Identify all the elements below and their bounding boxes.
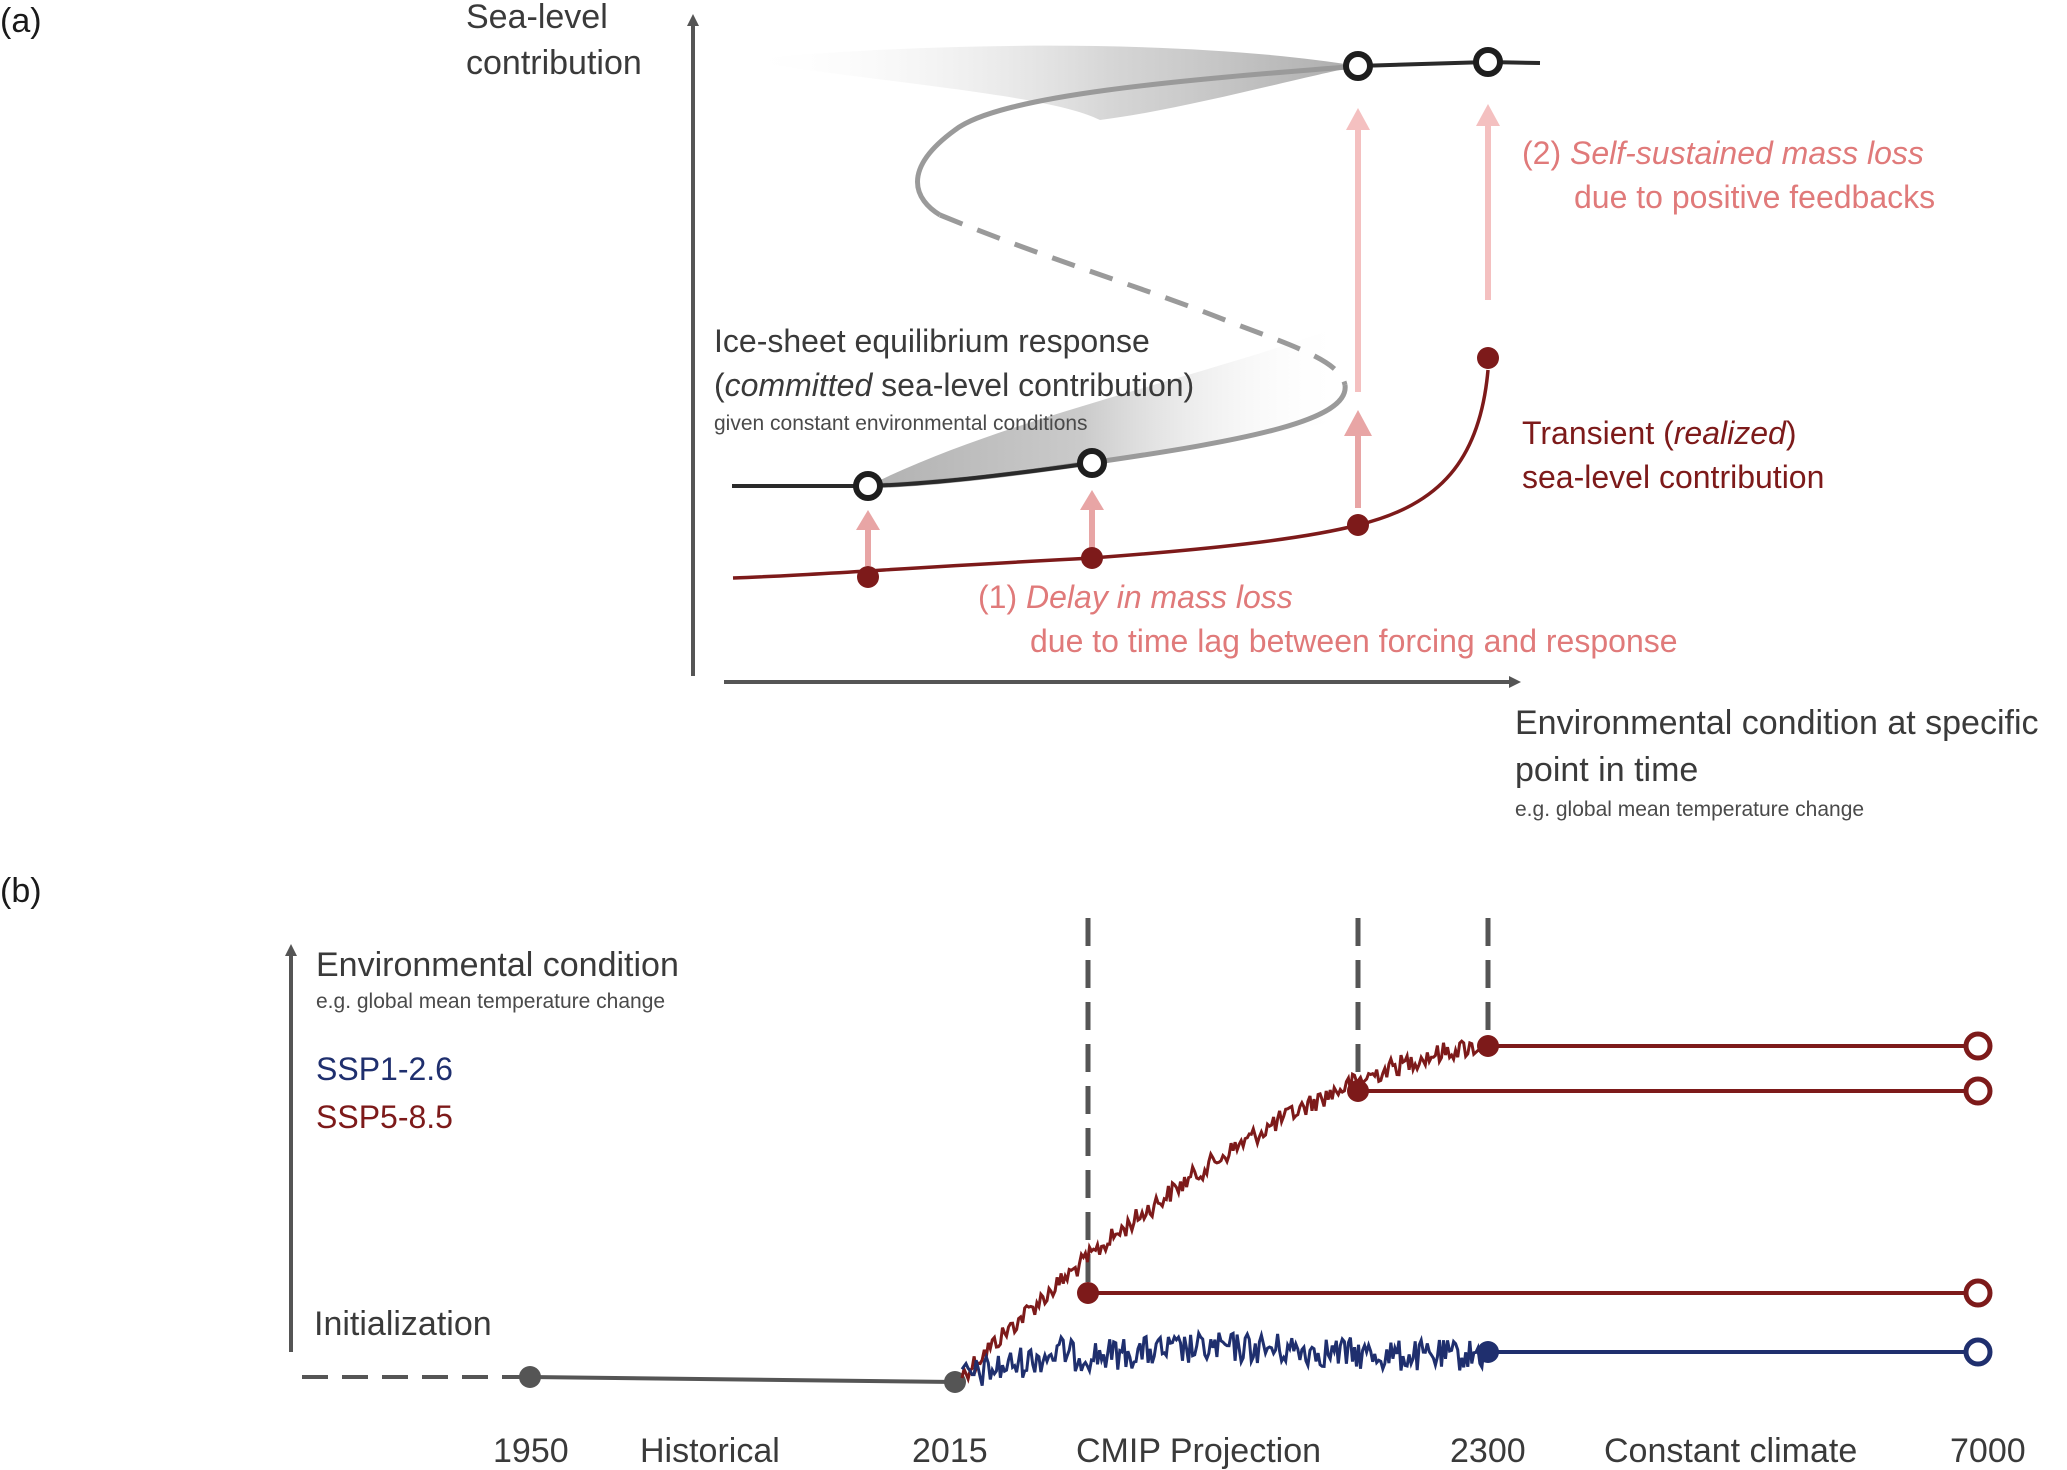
end-point-ssp126 <box>1963 1337 1993 1367</box>
equilibrium-lower-dark <box>867 461 1093 488</box>
x-label-1950: 1950 <box>493 1432 569 1470</box>
equilibrium-point-2 <box>1077 448 1107 478</box>
x-label-2300: 2300 <box>1450 1432 1526 1470</box>
transient-point-3 <box>1347 514 1369 536</box>
equilibrium-unstable-branch <box>939 212 1348 386</box>
panel-a-x-axis-label-line2: point in time <box>1515 751 1698 789</box>
legend-ssp126: SSP1-2.6 <box>316 1051 453 1087</box>
x-label-historical: Historical <box>640 1432 780 1470</box>
feedback-arrows <box>1346 104 1500 392</box>
end-point-ssp585-2300 <box>1963 1031 1993 1061</box>
start-point-ssp585-2300 <box>1477 1035 1499 1057</box>
transient-point-1 <box>857 566 879 588</box>
x-label-constant-climate: Constant climate <box>1604 1432 1857 1470</box>
panel-b-label: (b) <box>0 872 42 910</box>
equilibrium-point-1 <box>853 471 883 501</box>
transient-point-2 <box>1081 547 1103 569</box>
start-point-ssp585-mid <box>1347 1080 1369 1102</box>
equilibrium-label-sub: given constant environmental conditions <box>714 412 1088 435</box>
x-label-cmip-projection: CMIP Projection <box>1076 1432 1321 1470</box>
annotation-2-line2: due to positive feedbacks <box>1574 179 1935 215</box>
historical-line <box>529 1375 956 1384</box>
transient-label-line1: Transient (realized) <box>1522 415 1796 451</box>
lower-shaded-wedge <box>868 330 1345 486</box>
point-2015 <box>944 1371 966 1393</box>
initialization-label: Initialization <box>314 1305 492 1343</box>
equilibrium-label-line2: (committed sea-level contribution) <box>714 367 1194 403</box>
panel-a-label: (a) <box>0 2 42 40</box>
upper-shaded-wedge <box>740 45 1358 120</box>
legend-ssp585: SSP5-8.5 <box>316 1099 453 1135</box>
end-point-ssp585-mid <box>1963 1076 1993 1106</box>
x-label-7000: 7000 <box>1950 1432 2026 1470</box>
panel-a-y-axis-label-line2: contribution <box>466 44 642 82</box>
annotation-2-line1: (2) Self-sustained mass loss <box>1522 135 1924 171</box>
ssp126-projection-line <box>960 1328 1490 1386</box>
panel-b-y-axis-label: Environmental condition <box>316 946 679 984</box>
equilibrium-upper-branch <box>915 63 1361 218</box>
ssp585-projection-line <box>960 1039 1489 1384</box>
panel-a-x-axis-sublabel: e.g. global mean temperature change <box>1515 798 1864 821</box>
start-point-ssp126-2300 <box>1477 1341 1499 1363</box>
x-label-2015: 2015 <box>912 1432 988 1470</box>
equilibrium-upper-dark <box>1357 59 1541 68</box>
panel-b-y-axis-sublabel: e.g. global mean temperature change <box>316 990 665 1013</box>
panel-a-x-axis-label-line1: Environmental condition at specific <box>1515 704 2039 742</box>
start-point-ssp585-early <box>1077 1282 1099 1304</box>
end-point-ssp585-early <box>1963 1278 1993 1308</box>
delay-arrows <box>856 410 1372 566</box>
annotation-1-line2: due to time lag between forcing and resp… <box>1030 623 1678 659</box>
transient-point-4 <box>1477 347 1499 369</box>
equilibrium-point-4 <box>1473 47 1503 77</box>
point-1950 <box>519 1366 541 1388</box>
equilibrium-point-3 <box>1343 51 1373 81</box>
annotation-1-line1: (1) Delay in mass loss <box>978 579 1293 615</box>
panel-a-y-axis-label-line1: Sea-level <box>466 0 608 36</box>
transient-label-line2: sea-level contribution <box>1522 459 1824 495</box>
equilibrium-label-line1: Ice-sheet equilibrium response <box>714 323 1150 359</box>
